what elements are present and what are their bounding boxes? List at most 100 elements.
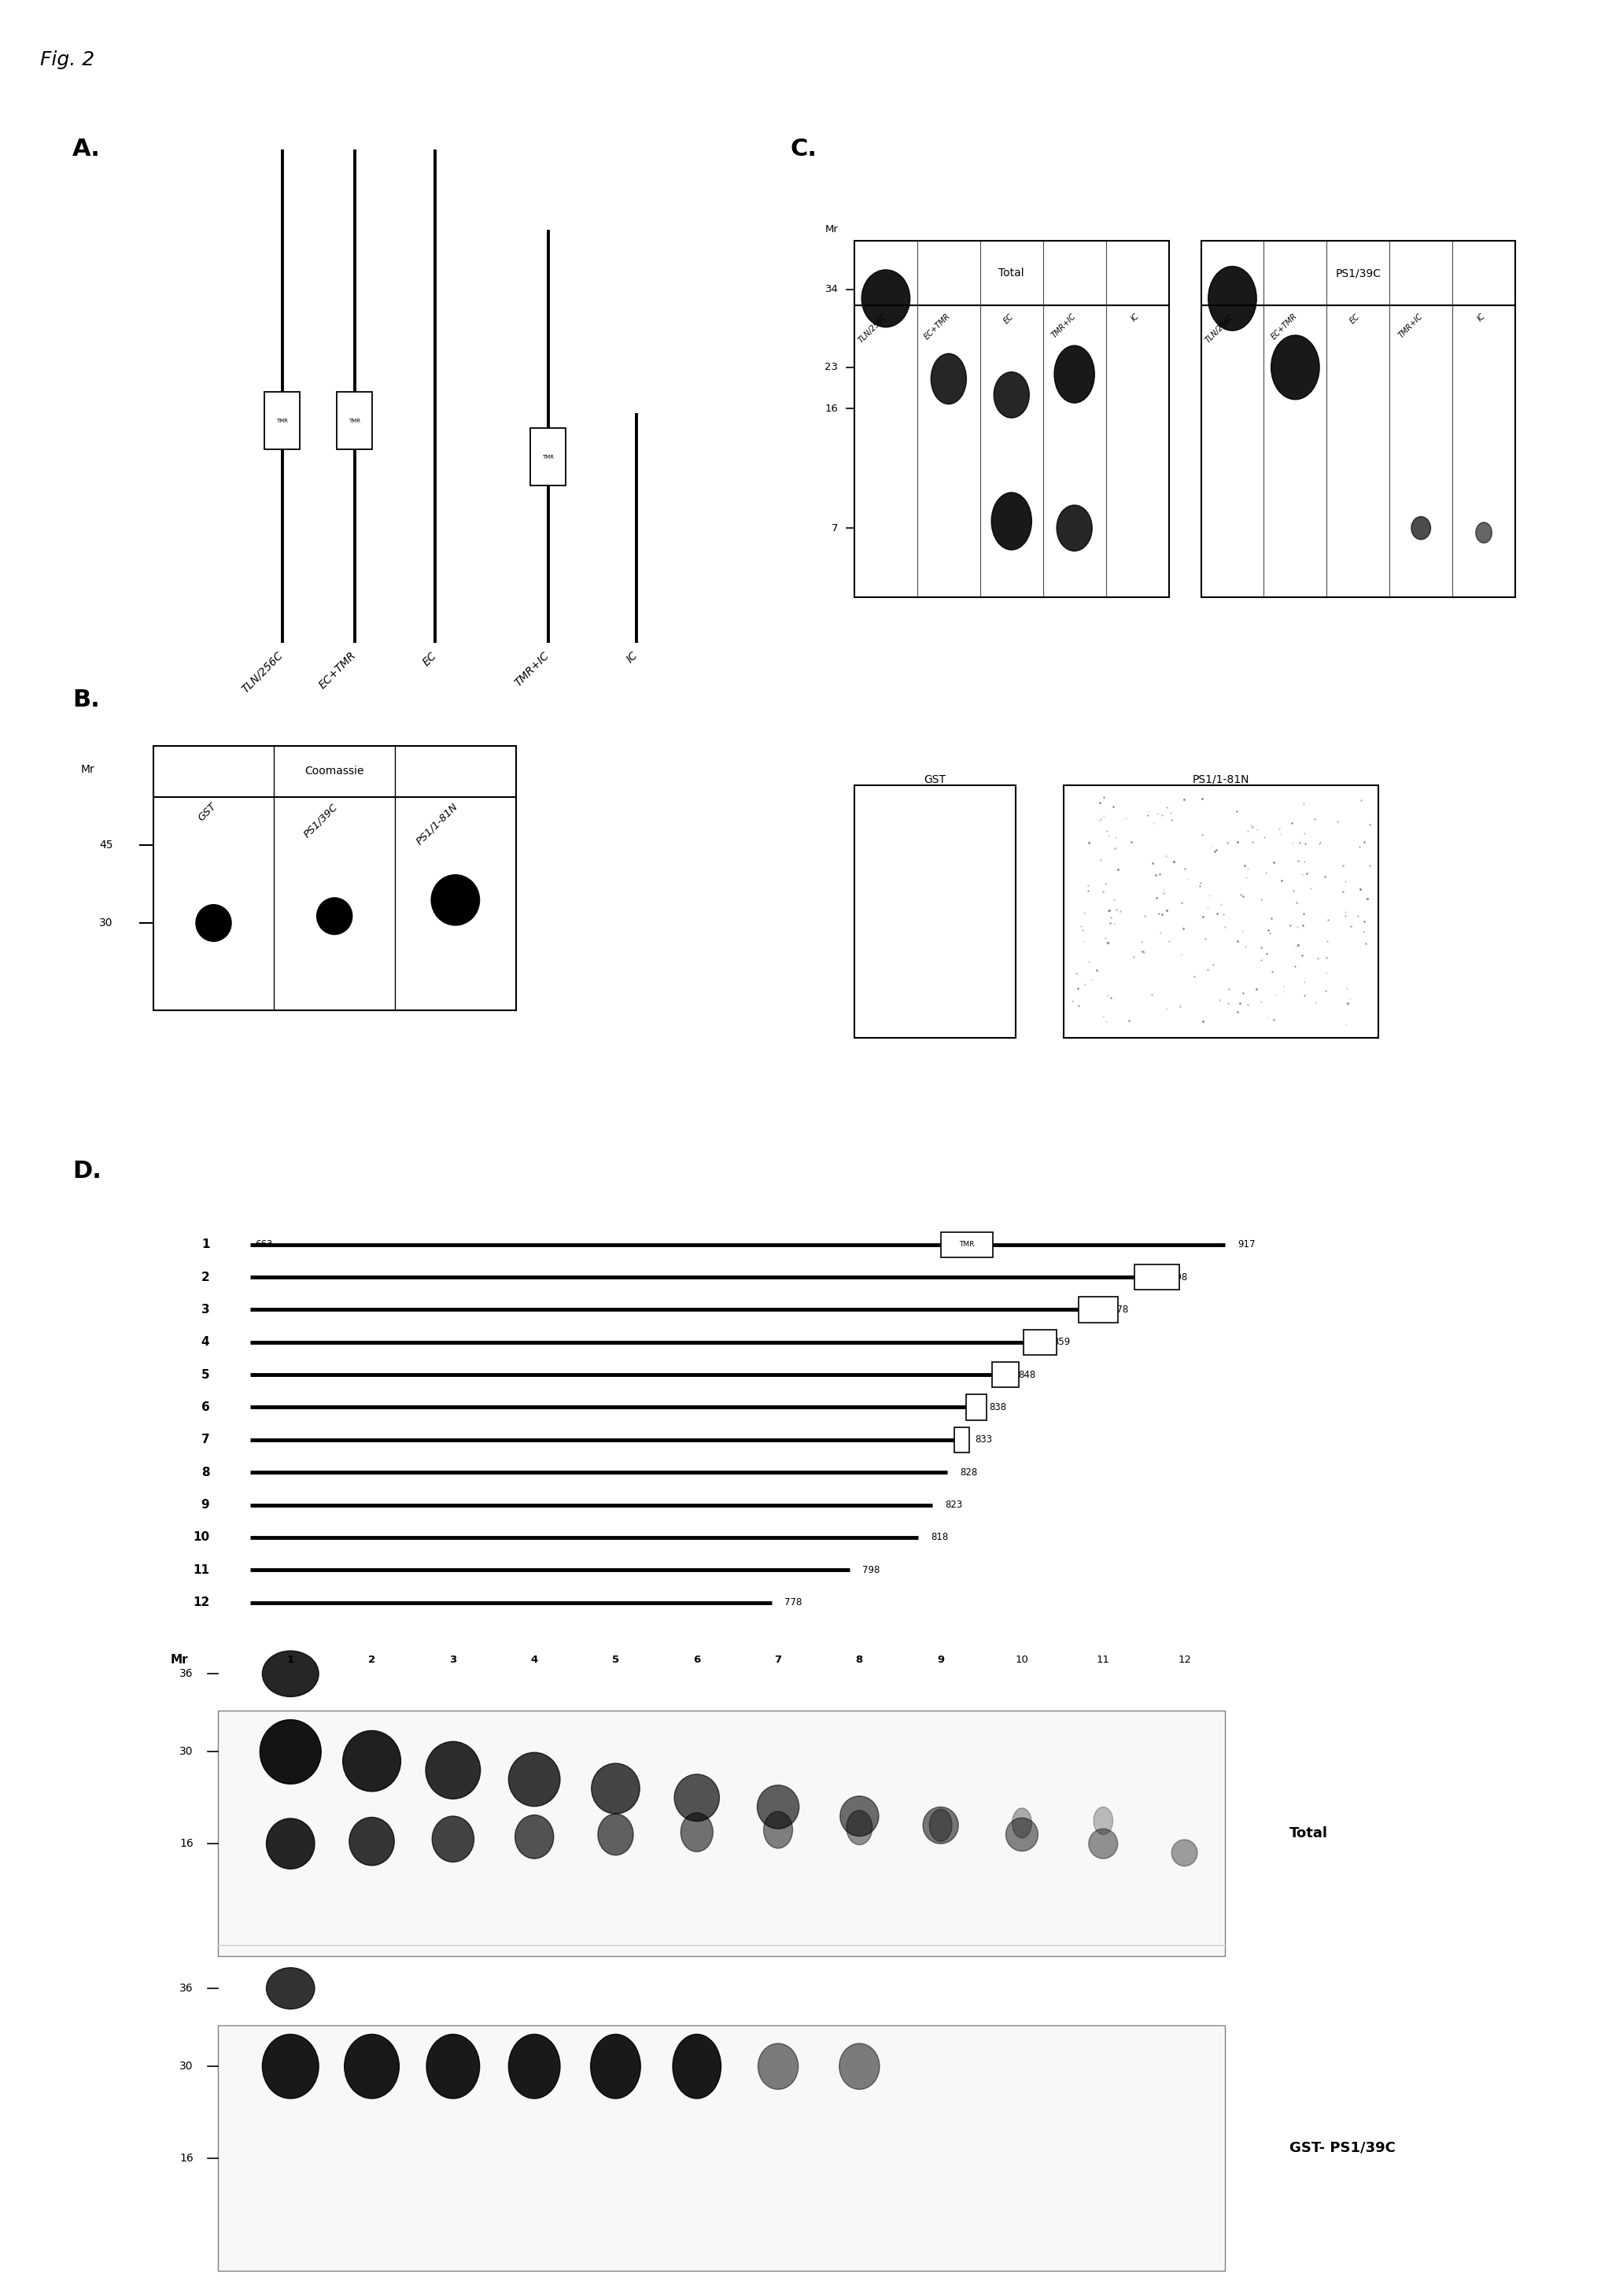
Bar xyxy=(1064,785,1378,1038)
Ellipse shape xyxy=(1006,1818,1038,1851)
Text: 848: 848 xyxy=(1019,1371,1037,1380)
Text: C.: C. xyxy=(790,138,817,161)
Ellipse shape xyxy=(592,1763,640,1814)
Ellipse shape xyxy=(1054,344,1095,404)
Ellipse shape xyxy=(1088,1828,1117,1860)
Text: B.: B. xyxy=(73,689,100,712)
Text: 23: 23 xyxy=(825,363,838,372)
Bar xyxy=(218,2025,1225,2271)
Text: 1: 1 xyxy=(202,1240,210,1251)
Text: Fig. 2: Fig. 2 xyxy=(40,51,95,69)
Text: 917: 917 xyxy=(1238,1240,1256,1249)
Ellipse shape xyxy=(266,1968,314,2009)
Text: Mr: Mr xyxy=(171,1653,189,1667)
Ellipse shape xyxy=(263,2034,319,2099)
Text: IC: IC xyxy=(624,650,640,666)
Ellipse shape xyxy=(846,1809,872,1846)
Text: IC: IC xyxy=(1477,312,1486,324)
Bar xyxy=(854,785,1016,1038)
Bar xyxy=(941,1233,993,1258)
Bar xyxy=(530,427,566,484)
Text: 12: 12 xyxy=(193,1596,210,1607)
Text: 2: 2 xyxy=(368,1655,376,1665)
Text: 818: 818 xyxy=(930,1531,948,1543)
Ellipse shape xyxy=(343,1731,401,1791)
Ellipse shape xyxy=(1093,1807,1112,1835)
Bar xyxy=(854,241,1169,305)
Text: PS1/39C: PS1/39C xyxy=(301,801,340,840)
Ellipse shape xyxy=(1057,505,1093,551)
Text: EC+TMR: EC+TMR xyxy=(316,650,358,691)
Text: 36: 36 xyxy=(179,1669,193,1678)
Ellipse shape xyxy=(260,1720,321,1784)
Text: TMR+IC: TMR+IC xyxy=(513,650,551,689)
Ellipse shape xyxy=(1172,1839,1198,1867)
Text: Mr: Mr xyxy=(81,765,95,774)
Text: 828: 828 xyxy=(961,1467,977,1476)
Text: 6: 6 xyxy=(693,1655,701,1665)
Ellipse shape xyxy=(674,1775,719,1821)
Bar xyxy=(966,1394,987,1419)
Text: 833: 833 xyxy=(975,1435,991,1444)
Ellipse shape xyxy=(995,372,1030,418)
Text: 4: 4 xyxy=(530,1655,538,1665)
Text: 10: 10 xyxy=(193,1531,210,1543)
Text: 16: 16 xyxy=(179,2154,193,2163)
Text: 7: 7 xyxy=(774,1655,782,1665)
Text: 34: 34 xyxy=(825,285,838,294)
Ellipse shape xyxy=(840,2043,880,2089)
Text: 3: 3 xyxy=(450,1655,456,1665)
Ellipse shape xyxy=(426,1740,480,1800)
Ellipse shape xyxy=(197,905,232,941)
Text: 1: 1 xyxy=(287,1655,293,1665)
Ellipse shape xyxy=(680,1814,713,1851)
Ellipse shape xyxy=(514,1814,553,1860)
Text: GST- PS1/39C: GST- PS1/39C xyxy=(1290,2140,1396,2156)
Text: 16: 16 xyxy=(179,1839,193,1848)
Text: 5: 5 xyxy=(613,1655,619,1665)
Ellipse shape xyxy=(758,2043,798,2089)
Text: EC: EC xyxy=(421,650,438,668)
Text: 9: 9 xyxy=(937,1655,945,1665)
Text: 8: 8 xyxy=(202,1467,210,1479)
Ellipse shape xyxy=(932,354,967,404)
Text: 8: 8 xyxy=(856,1655,862,1665)
Text: 838: 838 xyxy=(990,1403,1008,1412)
Text: TMR: TMR xyxy=(542,455,555,459)
Text: 10: 10 xyxy=(1016,1655,1028,1665)
Text: 11: 11 xyxy=(193,1564,210,1575)
Text: Coomassie: Coomassie xyxy=(305,767,364,776)
Ellipse shape xyxy=(598,1814,634,1855)
Text: 663: 663 xyxy=(255,1240,272,1249)
Text: 898: 898 xyxy=(1170,1272,1188,1281)
Ellipse shape xyxy=(1012,1809,1032,1837)
Bar xyxy=(153,746,516,797)
Text: TMR: TMR xyxy=(348,418,361,422)
Bar xyxy=(264,393,300,450)
Text: 45: 45 xyxy=(98,840,113,850)
Bar xyxy=(854,305,1169,597)
Text: 11: 11 xyxy=(1096,1655,1111,1665)
Text: PS1/39C: PS1/39C xyxy=(1335,269,1381,278)
Text: GST: GST xyxy=(924,774,946,785)
Text: 36: 36 xyxy=(179,1984,193,1993)
Ellipse shape xyxy=(840,1795,879,1837)
Text: 859: 859 xyxy=(1053,1336,1070,1348)
Text: EC+TMR: EC+TMR xyxy=(1270,312,1299,342)
Text: 30: 30 xyxy=(179,1747,193,1756)
Text: TMR: TMR xyxy=(959,1242,974,1249)
Text: TMR: TMR xyxy=(276,418,289,422)
Ellipse shape xyxy=(924,1807,959,1844)
Text: A.: A. xyxy=(73,138,102,161)
Text: 5: 5 xyxy=(202,1368,210,1380)
Text: TLN/256C: TLN/256C xyxy=(240,650,285,696)
Ellipse shape xyxy=(316,898,351,934)
Text: 798: 798 xyxy=(862,1566,880,1575)
Bar xyxy=(1201,305,1515,597)
Ellipse shape xyxy=(432,1816,474,1862)
Ellipse shape xyxy=(350,1818,395,1864)
Bar xyxy=(1135,1265,1180,1290)
Ellipse shape xyxy=(263,1651,319,1697)
Text: TMR+IC: TMR+IC xyxy=(1398,312,1425,340)
Text: Total: Total xyxy=(1290,1825,1328,1841)
